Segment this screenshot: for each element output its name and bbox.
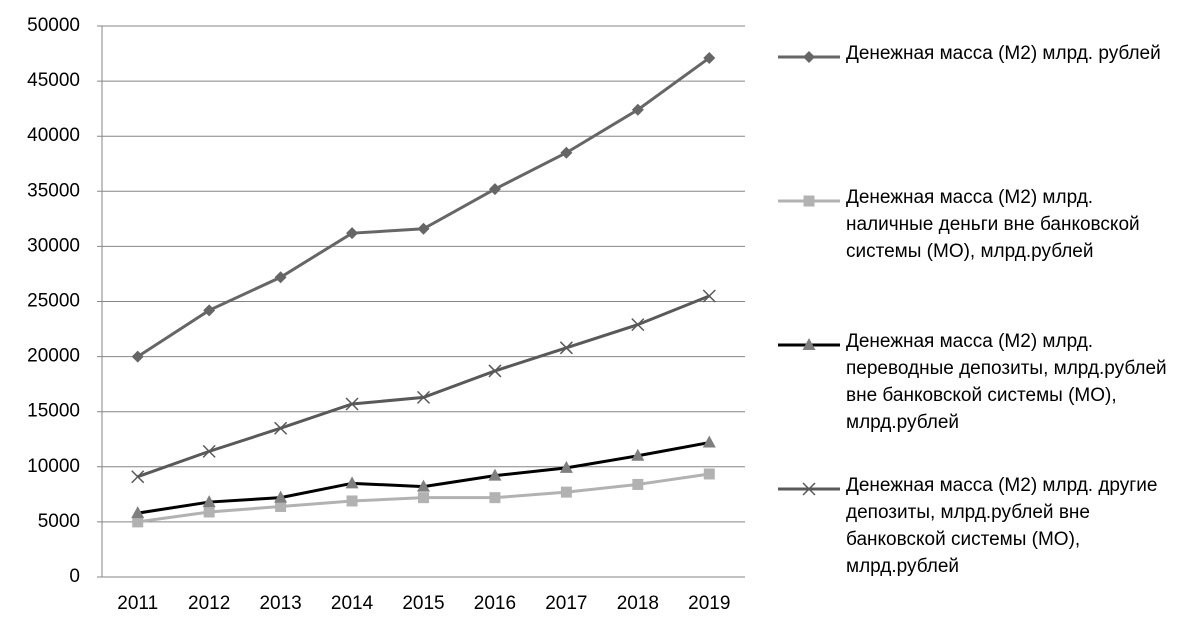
marker <box>417 479 430 492</box>
marker <box>345 397 359 411</box>
marker <box>631 103 644 116</box>
marker <box>632 478 644 490</box>
x-tick-label: 2017 <box>545 593 587 614</box>
y-tick-label: 15000 <box>27 401 80 422</box>
marker <box>702 435 716 448</box>
y-tick-label: 35000 <box>27 180 80 201</box>
marker <box>275 500 287 512</box>
y-tick-label: 45000 <box>27 70 80 91</box>
x-tick-label: 2012 <box>188 593 230 614</box>
marker <box>131 470 145 484</box>
series-line <box>136 56 711 358</box>
marker <box>702 289 716 303</box>
marker <box>559 341 573 355</box>
marker <box>132 516 144 528</box>
marker <box>274 490 288 503</box>
marker <box>345 476 359 489</box>
marker <box>417 222 430 235</box>
marker <box>346 495 358 507</box>
marker <box>489 492 501 504</box>
marker <box>131 350 144 363</box>
marker <box>803 195 815 207</box>
y-tick-label: 10000 <box>27 456 80 477</box>
x-tick-label: 2019 <box>688 593 730 614</box>
legend-label: Денежная масса (М2) млрд. другие депозит… <box>846 475 1158 577</box>
y-tick-label: 30000 <box>27 235 80 256</box>
marker <box>559 460 573 473</box>
legend-label: Денежная масса (М2) млрд. переводные деп… <box>846 331 1167 433</box>
marker <box>802 338 816 350</box>
marker <box>488 364 502 378</box>
y-tick-label: 0 <box>69 566 80 587</box>
y-tick-label: 5000 <box>38 511 80 532</box>
y-tick-label: 20000 <box>27 346 80 367</box>
marker <box>131 506 145 519</box>
marker <box>202 444 216 458</box>
x-tick-label: 2013 <box>259 593 301 614</box>
marker <box>346 227 359 240</box>
x-tick-label: 2011 <box>117 593 158 614</box>
marker <box>703 51 716 64</box>
marker <box>416 390 431 404</box>
x-tick-label: 2018 <box>617 593 659 614</box>
marker <box>803 51 815 63</box>
marker <box>703 468 715 480</box>
marker <box>488 183 501 196</box>
legend-label: Денежная масса (М2) млрд. наличные деньг… <box>846 187 1140 262</box>
y-tick-label: 50000 <box>27 15 80 36</box>
marker <box>274 271 287 284</box>
marker <box>631 318 645 332</box>
marker <box>274 421 288 435</box>
series-line <box>137 294 710 479</box>
x-tick-label: 2016 <box>474 593 516 614</box>
marker <box>203 506 215 518</box>
y-tick-label: 25000 <box>27 291 80 312</box>
x-tick-label: 2014 <box>331 593 374 614</box>
marker <box>203 304 216 317</box>
marker <box>560 486 572 498</box>
y-tick-label: 40000 <box>27 125 80 146</box>
marker <box>418 492 429 504</box>
marker <box>631 448 645 461</box>
x-tick-label: 2015 <box>402 593 444 614</box>
legend-label: Денежная масса (М2) млрд. рублей <box>846 43 1161 64</box>
marker <box>802 482 816 496</box>
marker <box>202 495 216 508</box>
marker <box>488 468 502 481</box>
marker <box>560 146 573 159</box>
